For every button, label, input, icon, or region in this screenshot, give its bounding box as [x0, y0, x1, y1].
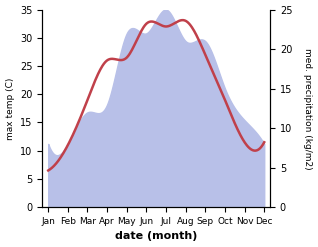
Y-axis label: max temp (C): max temp (C) — [5, 77, 15, 140]
X-axis label: date (month): date (month) — [115, 231, 197, 242]
Y-axis label: med. precipitation (kg/m2): med. precipitation (kg/m2) — [303, 48, 313, 169]
